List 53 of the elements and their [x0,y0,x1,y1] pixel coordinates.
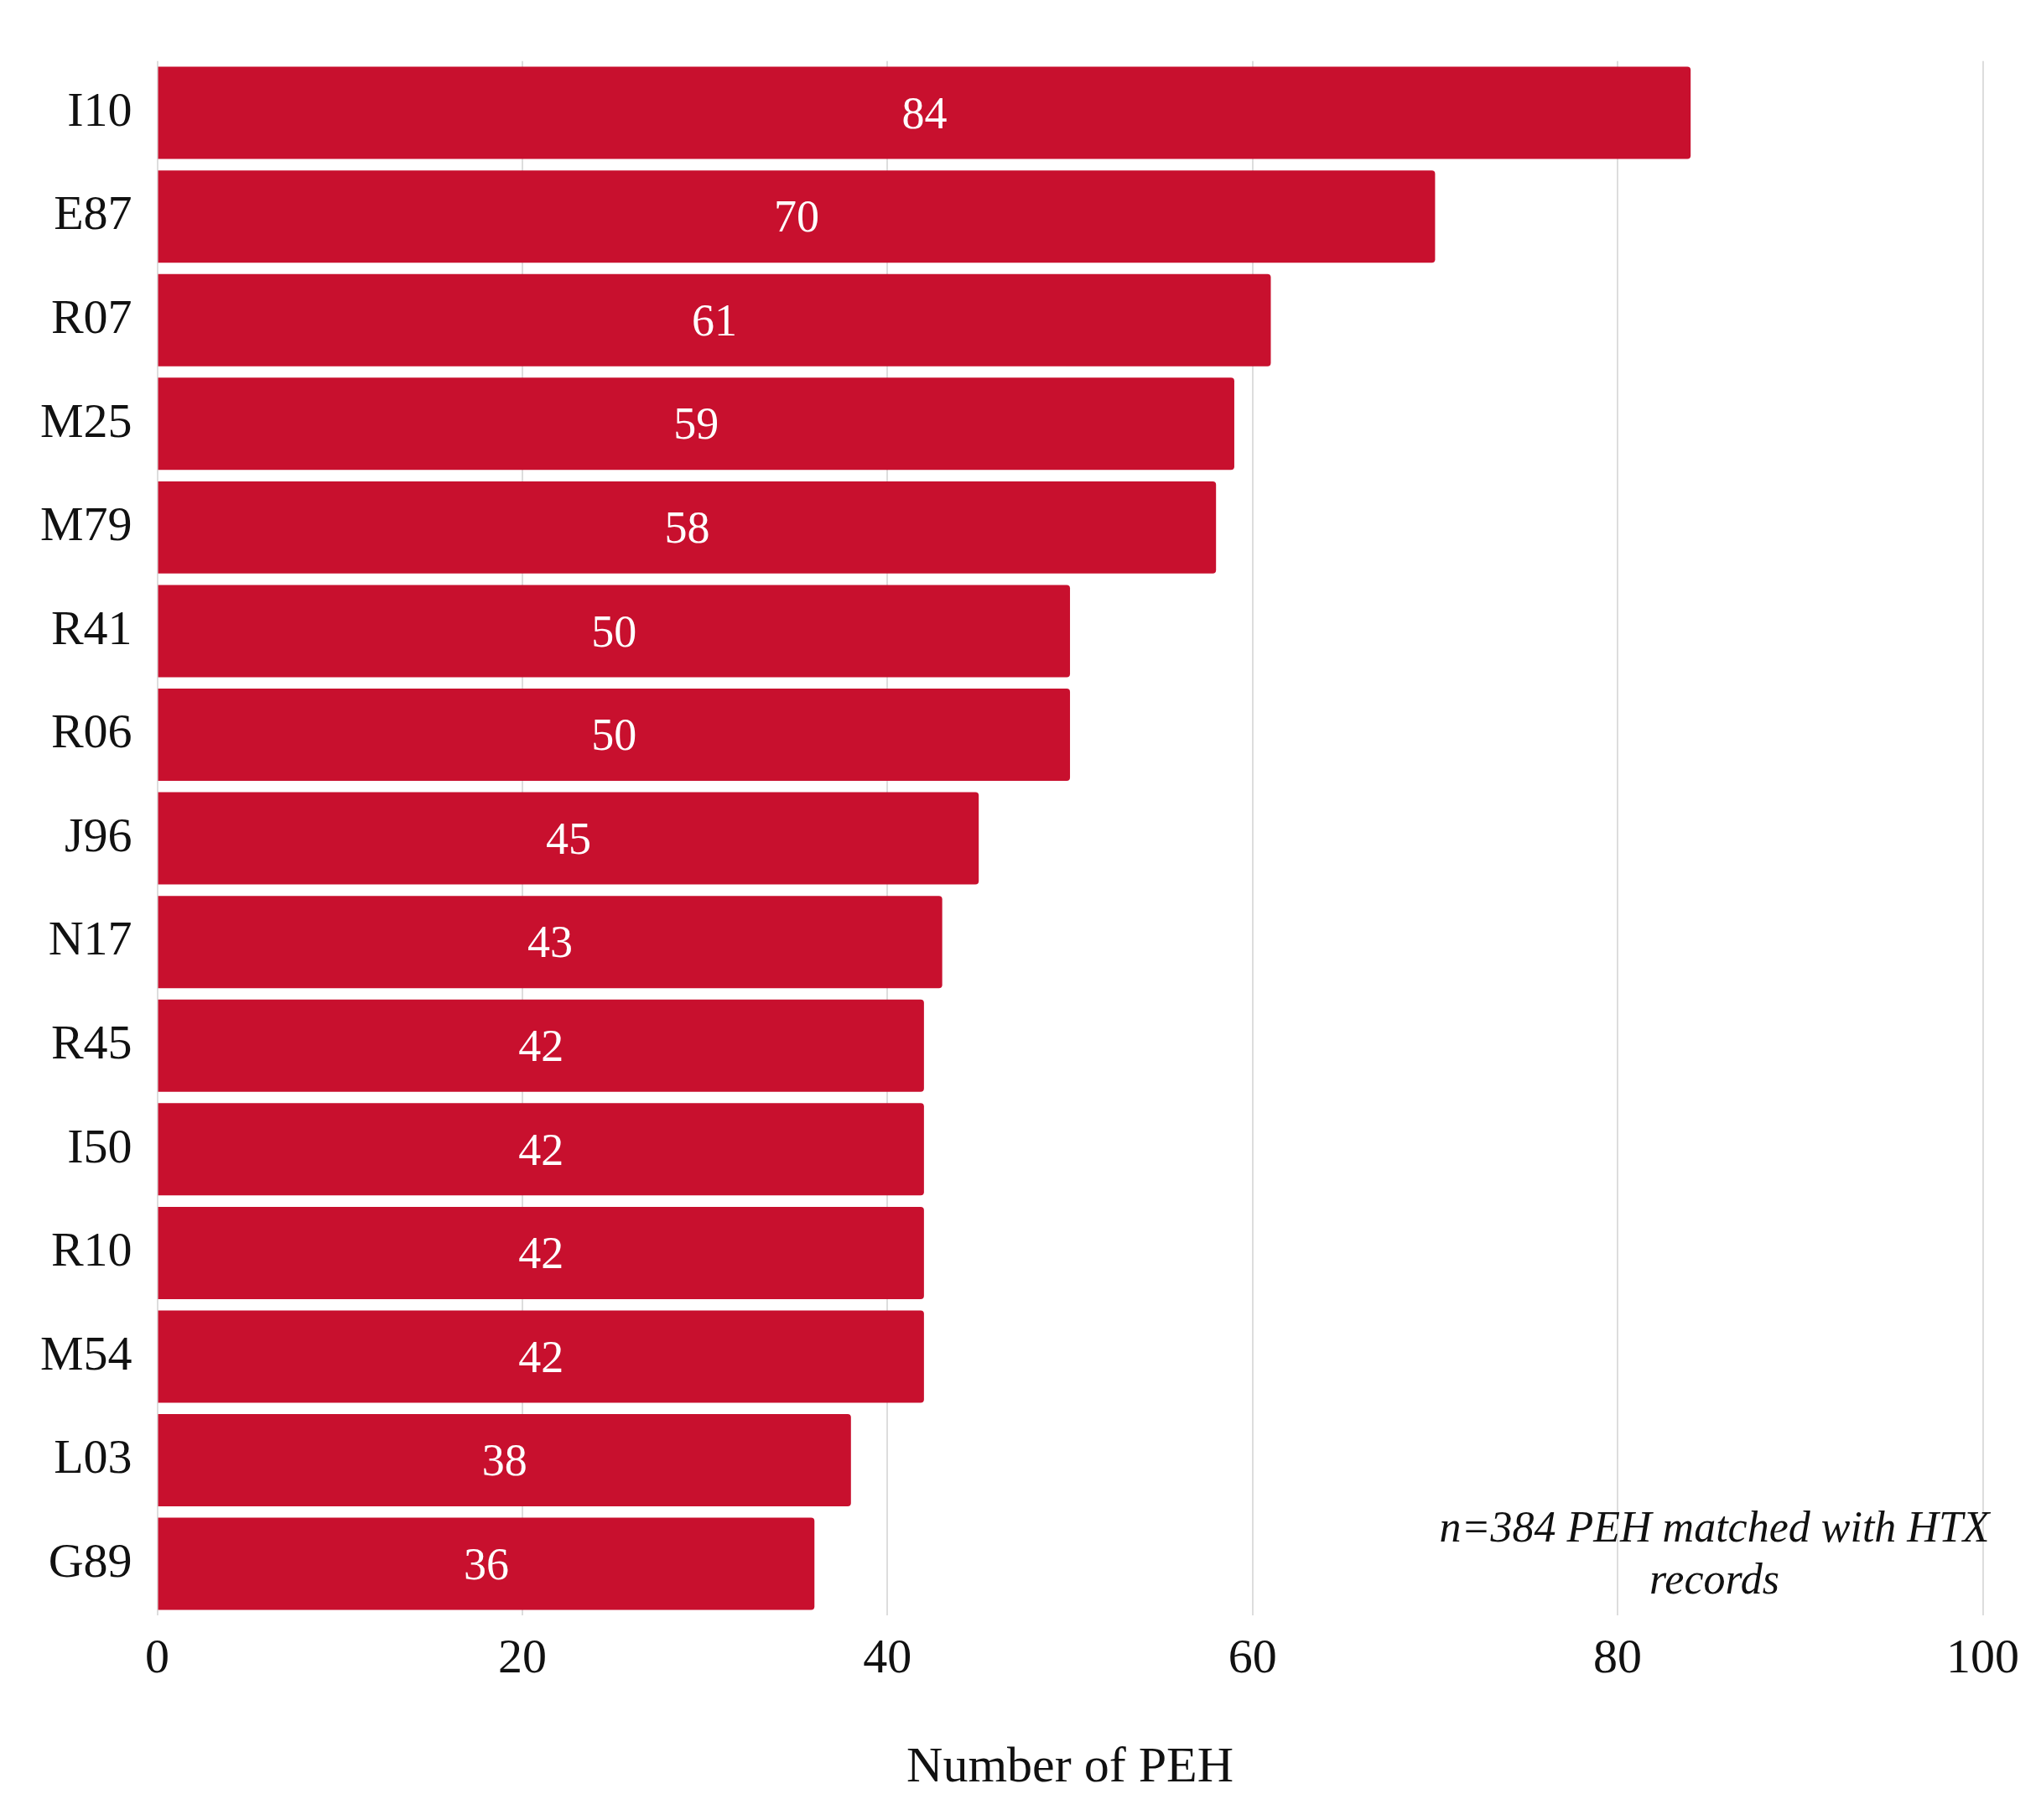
bar [158,1103,924,1196]
data-label: 43 [527,917,574,968]
y-tick-label: L03 [54,1429,132,1485]
y-tick-label: J96 [64,807,132,862]
y-tick-label: R06 [50,704,132,759]
bar [158,377,1234,471]
y-tick-label: R10 [50,1222,132,1277]
data-label: 36 [463,1538,509,1589]
x-tick-label: 80 [1593,1629,1643,1684]
y-tick-label: M54 [39,1325,132,1381]
data-label: 59 [673,398,719,450]
data-label: 61 [692,294,738,346]
bar [158,792,979,885]
x-tick-label: 100 [1946,1629,2019,1684]
x-tick-label: 40 [863,1629,912,1684]
data-label: 38 [481,1435,527,1486]
x-tick-label: 60 [1228,1629,1277,1684]
y-tick-label: R45 [50,1014,132,1069]
y-tick-label: I50 [67,1118,132,1173]
y-tick-label: G89 [48,1532,132,1588]
data-label: 58 [664,502,710,554]
bar [158,896,943,989]
data-label: 42 [518,1331,564,1382]
data-label: 42 [518,1228,564,1279]
annotation: n=384 PEH matched with HTX records [1439,1503,1992,1604]
y-tick-label: I10 [67,81,132,137]
data-label: 70 [774,191,819,242]
y-tick-label: N17 [48,911,132,966]
y-tick-label: M79 [39,497,132,552]
y-tick-label: M25 [39,393,132,448]
bar [158,585,1071,678]
x-tick-label: 0 [145,1629,170,1684]
bar [158,481,1217,574]
bar [158,273,1271,367]
bar [158,1414,851,1507]
data-label: 42 [518,1020,564,1071]
data-label: 50 [591,710,637,761]
y-tick-label: E87 [54,185,132,241]
bar [158,66,1691,159]
x-tick-label: 20 [497,1629,547,1684]
bar [158,999,924,1092]
bar [158,1310,924,1403]
data-label: 50 [591,606,637,657]
x-axis-title: Number of PEH [906,1736,1234,1792]
data-label: 84 [901,87,948,138]
bar [158,170,1436,263]
y-tick-label: R07 [50,289,132,344]
data-label: 42 [518,1124,564,1175]
bar [158,689,1071,782]
y-tick-label: R41 [50,600,132,655]
bar [158,1206,924,1299]
data-label: 45 [545,813,591,864]
bar [158,1517,815,1610]
